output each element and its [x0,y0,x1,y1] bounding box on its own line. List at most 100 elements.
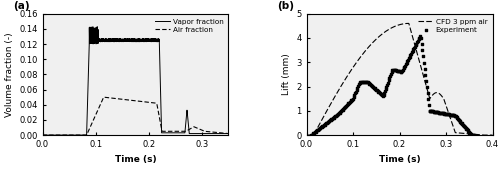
Experiment [411,45,419,48]
Y-axis label: Lift (mm): Lift (mm) [282,54,291,95]
Air fraction [85,131,91,133]
Experiment [358,80,366,83]
Experiment [386,75,394,78]
Experiment [452,115,460,118]
Experiment [308,133,316,135]
Experiment [442,113,450,115]
Experiment [364,82,372,84]
Experiment [428,110,436,113]
Experiment [367,84,375,87]
Experiment [452,116,460,119]
Experiment [382,86,390,88]
Experiment [346,100,354,102]
X-axis label: Time (s): Time (s) [114,155,156,163]
Experiment [400,67,407,70]
Experiment [368,84,376,87]
Experiment [425,103,433,106]
Line: Vapor fraction: Vapor fraction [42,27,228,135]
Experiment [336,111,344,113]
Experiment [450,114,458,117]
Experiment [404,58,412,61]
Experiment [450,114,458,117]
Experiment [376,93,384,95]
Experiment [416,36,424,39]
Experiment [352,88,360,91]
Vapor fraction [128,40,134,42]
Experiment [457,121,465,124]
Experiment [329,117,337,120]
Experiment [448,114,456,116]
Experiment [338,109,346,112]
Experiment [340,107,348,109]
Experiment [352,90,360,93]
Experiment [460,125,468,128]
Experiment [436,111,444,114]
Experiment [326,119,334,121]
Experiment [396,70,404,73]
Experiment [433,111,441,114]
Air fraction [184,129,190,131]
Experiment [448,114,456,116]
CFD 3 ppm air [386,29,392,31]
Experiment [314,128,322,131]
Experiment [434,111,442,114]
Experiment [357,80,365,83]
CFD 3 ppm air [304,134,310,136]
Experiment [419,55,427,58]
Experiment [362,80,370,83]
Y-axis label: Volume fraction (-): Volume fraction (-) [4,32,14,117]
Experiment [445,113,453,116]
Experiment [351,92,359,95]
Experiment [370,86,378,89]
Experiment [406,55,413,58]
Experiment [318,125,326,128]
Experiment [456,120,464,122]
Experiment [326,119,334,122]
Experiment [414,38,422,41]
Experiment [399,69,407,71]
Experiment [436,111,444,114]
Experiment [322,123,330,125]
Experiment [307,134,315,136]
Experiment [364,81,372,84]
Experiment [336,111,344,114]
Experiment [466,131,473,134]
Experiment [340,108,347,110]
Experiment [354,87,362,89]
Experiment [344,103,351,106]
Experiment [314,128,322,131]
Experiment [414,39,422,42]
Experiment [438,112,446,114]
Experiment [320,123,328,126]
Experiment [449,114,457,117]
Experiment [393,69,401,72]
Experiment [390,69,398,71]
Experiment [308,133,316,136]
Experiment [430,110,438,113]
Experiment [316,127,324,130]
Experiment [342,105,349,108]
Experiment [430,110,438,113]
Experiment [462,127,469,129]
X-axis label: Time (s): Time (s) [378,155,420,163]
Experiment [406,54,414,57]
Experiment [404,60,411,63]
Experiment [316,127,324,129]
Experiment [400,66,408,68]
Experiment [428,110,436,113]
Vapor fraction [40,134,46,136]
Experiment [417,37,425,40]
Experiment [388,71,396,73]
Experiment [378,93,386,96]
Experiment [413,41,421,43]
Experiment [444,113,452,116]
Air fraction [226,133,232,135]
Text: (b): (b) [277,1,294,11]
Experiment [465,130,473,133]
Experiment [398,70,406,73]
Experiment [330,116,338,119]
Vapor fraction [78,134,84,136]
Experiment [412,44,420,47]
Experiment [320,124,328,127]
Experiment [470,134,478,136]
